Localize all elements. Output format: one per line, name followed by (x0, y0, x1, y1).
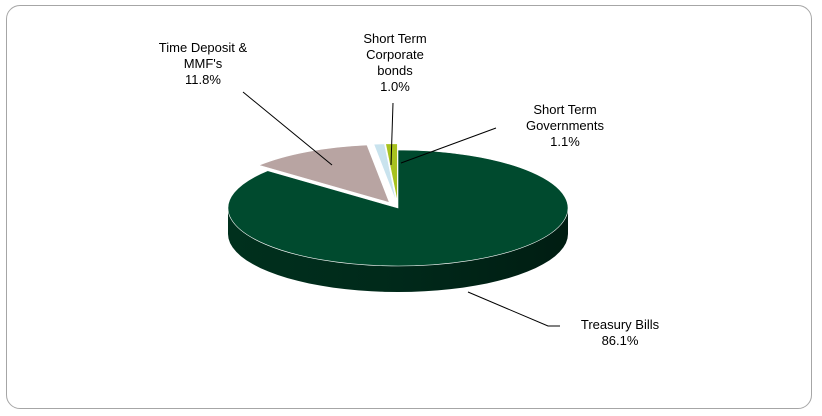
label-treasury-bills: Treasury Bills 86.1% (560, 317, 680, 349)
leader-time-deposit (242, 91, 333, 166)
label-corporate-line3: bonds (377, 63, 413, 78)
label-governments-pct: 1.1% (550, 134, 580, 149)
pie-side-treasury-bills (228, 208, 568, 292)
label-governments-line1: Short Term (533, 102, 597, 117)
label-corporate-pct: 1.0% (380, 79, 410, 94)
label-corporate-bonds: Short Term Corporate bonds 1.0% (330, 31, 460, 95)
label-time-deposit-line1: Time Deposit & (158, 40, 248, 55)
leader-short-term-governments (400, 127, 497, 164)
label-treasury-pct: 86.1% (601, 333, 639, 348)
label-time-deposit-pct: 11.8% (185, 72, 221, 87)
pie-top-faces (227, 143, 569, 267)
label-short-term-governments: Short Term Governments 1.1% (490, 102, 640, 150)
label-time-deposit: Time Deposit & MMF's 11.8% (128, 40, 278, 88)
label-time-deposit-line2: MMF's (183, 56, 223, 71)
label-governments-line2: Governments (525, 118, 605, 133)
pie-slice-treasury-bills (227, 149, 569, 267)
leader-lines (242, 91, 560, 327)
label-corporate-line2: Corporate (366, 47, 424, 62)
leader-corporate-bonds (390, 102, 394, 166)
label-treasury-line1: Treasury Bills (580, 317, 660, 332)
pie-slice-time-deposit-mmf-s (258, 144, 390, 203)
pie-side-walls (228, 208, 568, 292)
pie-slice-short-term-corporate-bonds (373, 143, 397, 202)
leader-treasury-bills (467, 291, 560, 327)
label-corporate-line1: Short Term (363, 31, 427, 46)
